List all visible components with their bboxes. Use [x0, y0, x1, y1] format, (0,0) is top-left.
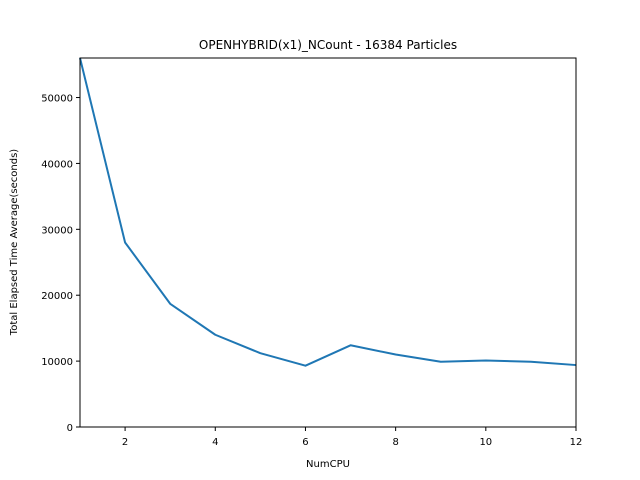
x-tick-label: 10	[479, 437, 492, 448]
y-tick-label: 0	[67, 423, 73, 434]
x-tick-label: 12	[570, 437, 583, 448]
axis-ticks: 2 4 6 8 10 12 0 10000 20000 30000 40000 50000	[41, 94, 582, 448]
y-tick-label: 20000	[41, 291, 73, 302]
y-tick-label: 10000	[41, 357, 73, 368]
x-tick-label: 4	[212, 437, 218, 448]
plot-area	[79, 57, 577, 367]
x-axis-label: NumCPU	[306, 459, 350, 470]
y-axis-label: Total Elapsed Time Average(seconds)	[9, 149, 20, 336]
y-tick-label: 30000	[41, 225, 73, 236]
chart-title: OPENHYBRID(x1)_NCount - 16384 Particles	[199, 38, 457, 52]
x-tick-label: 2	[122, 437, 128, 448]
plot-frame	[79, 57, 577, 428]
x-tick-label: 6	[302, 437, 308, 448]
x-tick-label: 8	[392, 437, 398, 448]
series-line	[79, 57, 577, 367]
y-tick-label: 50000	[41, 94, 73, 105]
y-tick-label: 40000	[41, 159, 73, 170]
